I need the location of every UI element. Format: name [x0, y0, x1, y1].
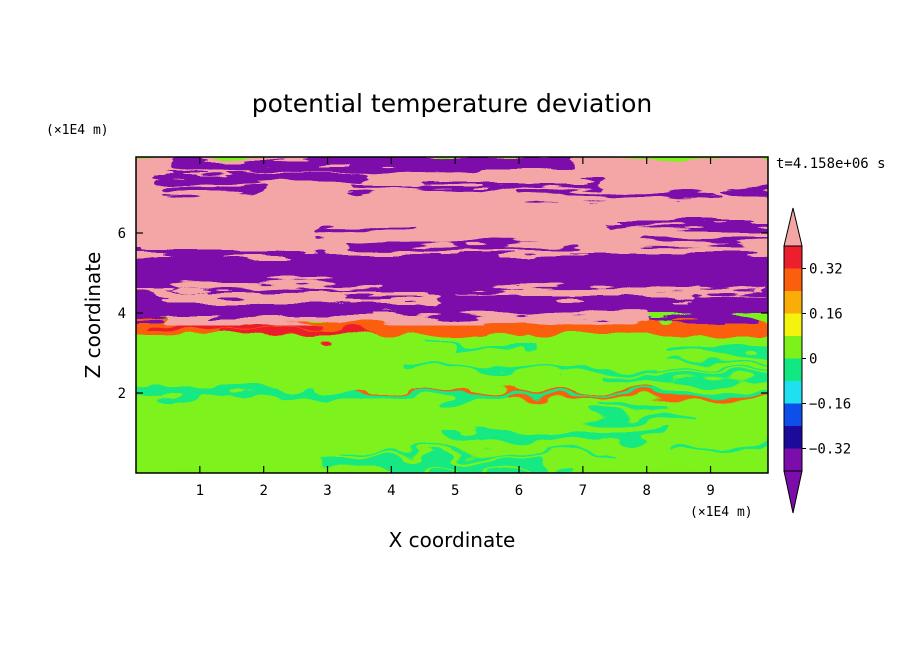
- colorbar-segment: [784, 268, 802, 291]
- field-streak: [340, 452, 619, 456]
- field-streak: [151, 172, 367, 183]
- field-streak: [604, 375, 768, 381]
- x-tick-label: 3: [323, 483, 331, 499]
- x-tick-label: 4: [387, 483, 395, 499]
- x-tick-label: 5: [451, 483, 459, 499]
- field-streak: [585, 414, 697, 420]
- x-axis-label: X coordinate: [389, 528, 516, 552]
- field-high-layer: [136, 157, 768, 326]
- colorbar-segment: [784, 358, 802, 381]
- colorbar-segment: [784, 403, 802, 426]
- y-axis-unit: (×1E4 m): [46, 123, 109, 138]
- y-tick-label: 6: [118, 226, 126, 242]
- colorbar-tick-label: −0.16: [809, 397, 851, 413]
- x-axis-ticks: 1 2 3 4 5 6 7 8 9: [196, 157, 715, 499]
- field-streak: [677, 446, 768, 450]
- field-streak: [599, 405, 670, 411]
- field-streak: [447, 430, 663, 439]
- x-tick-label: 2: [259, 483, 267, 499]
- chart-title: potential temperature deviation: [252, 89, 652, 118]
- y-axis-label: Z coordinate: [81, 252, 105, 379]
- x-tick-label: 8: [642, 483, 650, 499]
- heatmap-field: [136, 157, 768, 473]
- field-streak: [319, 226, 418, 234]
- colorbar-over-arrow: [783, 207, 803, 247]
- field-streak: [664, 361, 768, 365]
- y-axis-ticks: 2 4 6: [118, 226, 768, 402]
- field-streak: [320, 457, 542, 468]
- y-tick-label: 4: [118, 306, 126, 322]
- colorbar-tick-label: 0.16: [809, 307, 843, 323]
- field-streak: [162, 184, 263, 195]
- colorbar-labels: 0.32 0.16 0 −0.16 −0.32: [802, 262, 851, 458]
- colorbar-tick-label: −0.32: [809, 442, 851, 458]
- field-streak: [353, 184, 601, 189]
- field-streak: [433, 469, 572, 473]
- field-streak: [666, 349, 768, 356]
- field-streak: [423, 344, 541, 348]
- x-tick-label: 7: [579, 483, 587, 499]
- field-streak: [166, 316, 449, 326]
- colorbar-tick-label: 0.32: [809, 262, 843, 278]
- field-streak: [508, 395, 768, 399]
- colorbar-segment: [784, 448, 802, 471]
- colorbar-tick-label: 0: [809, 352, 817, 368]
- field-streak: [169, 283, 382, 290]
- field-streak: [640, 237, 768, 244]
- colorbar-segment: [784, 336, 802, 359]
- time-label: t=4.158e+06 s: [776, 156, 886, 172]
- colorbar-segment: [784, 246, 802, 269]
- colorbar: [783, 207, 803, 514]
- colorbar-segment: [784, 291, 802, 314]
- field-streak: [460, 290, 763, 294]
- colorbar-segment: [784, 313, 802, 336]
- field-streak: [218, 328, 372, 334]
- field-streak: [347, 243, 577, 249]
- plot-frame: [135, 156, 769, 474]
- field-low-layer: [136, 317, 768, 473]
- field-streak: [348, 158, 574, 169]
- x-tick-label: 1: [196, 483, 204, 499]
- colorbar-segment: [784, 381, 802, 404]
- y-tick-label: 2: [118, 386, 126, 402]
- x-axis-unit: (×1E4 m): [690, 505, 753, 520]
- colorbar-under-arrow: [783, 470, 803, 514]
- field-streak: [606, 222, 768, 229]
- colorbar-segment: [784, 426, 802, 449]
- field-streak: [411, 315, 649, 324]
- x-tick-label: 6: [515, 483, 523, 499]
- field-streak: [559, 371, 768, 374]
- field-streak: [517, 192, 719, 197]
- x-tick-label: 9: [706, 483, 714, 499]
- field-streak: [363, 389, 649, 392]
- field-streak: [725, 186, 768, 196]
- field-streak: [160, 293, 442, 301]
- field-band: [136, 389, 768, 398]
- field-streak: [405, 368, 659, 372]
